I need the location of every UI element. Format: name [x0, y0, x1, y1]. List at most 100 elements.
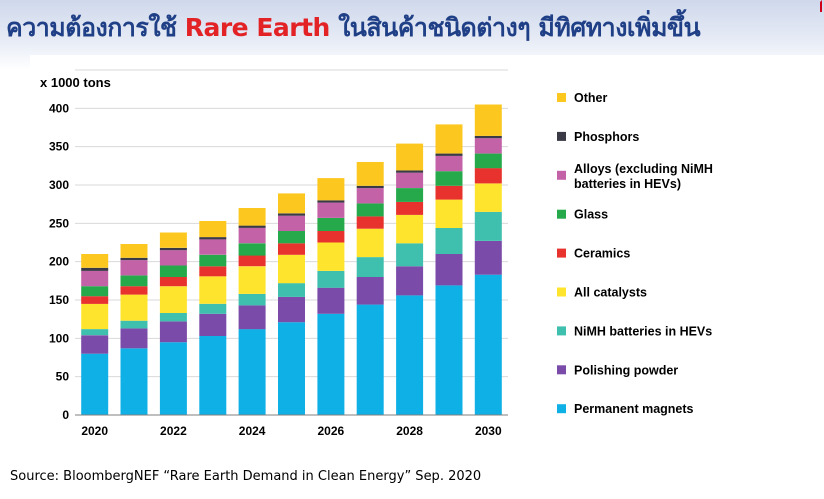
bar-segment	[120, 348, 148, 415]
legend: Other Phosphors Alloys (excluding NiMHbatt…	[557, 91, 713, 416]
bar-segment	[396, 214, 424, 244]
bar-segment	[120, 244, 148, 258]
bar-segment	[317, 231, 345, 243]
bar-segment	[278, 213, 305, 216]
bar-segment	[396, 143, 424, 171]
bar-segment	[238, 225, 266, 228]
bar-segment	[317, 202, 345, 218]
bar-segment	[278, 283, 305, 297]
bar-segment	[317, 218, 345, 231]
bar-segment	[356, 228, 384, 258]
page-title: ความต้องการใช้ Rare Earth ในสินค้าชนิดต่…	[6, 8, 824, 48]
bar-segment	[199, 336, 227, 415]
bar-segment	[81, 254, 109, 268]
bar-segment	[238, 305, 266, 330]
bar-segment	[81, 286, 109, 297]
bar-segment	[435, 171, 463, 186]
y-tick-label: 100	[49, 331, 69, 345]
y-tick-label: 250	[49, 216, 69, 230]
bar-segment	[396, 295, 424, 415]
bar-segment	[159, 313, 187, 322]
bar-segment	[238, 243, 266, 256]
bar-segment	[120, 320, 148, 329]
bar-segment	[81, 296, 109, 304]
bar-segment	[238, 266, 266, 294]
y-tick-label: 400	[49, 101, 69, 115]
bar-segment	[81, 353, 109, 415]
bar-segment	[356, 188, 384, 204]
bar-segment	[199, 239, 227, 255]
bar-segment	[199, 266, 227, 277]
bar-segment	[474, 153, 502, 169]
bar-segment	[159, 277, 187, 287]
bar-segment	[356, 304, 384, 415]
bar-segment	[238, 329, 266, 415]
bar-segment	[356, 216, 384, 229]
bar-segment	[278, 254, 305, 284]
legend-swatch	[557, 326, 566, 336]
bar-segment	[356, 185, 384, 189]
bar-segment	[120, 260, 148, 276]
stacked-bar-chart: 0 50 100 150 200 250 300 350 400 2020 2022 2024 2026…	[40, 69, 713, 438]
bar-segment	[435, 153, 463, 156]
bar-segment	[81, 335, 109, 354]
bar-segment	[474, 135, 502, 139]
bar-segment	[435, 199, 463, 228]
y-tick-label: 50	[56, 370, 70, 384]
legend-label: Permanent magnets	[574, 402, 694, 416]
bar-segment	[159, 247, 187, 251]
bar-segment	[159, 321, 187, 343]
x-tick-label: 2030	[475, 424, 502, 438]
bar-segment	[396, 172, 424, 188]
legend-swatch	[557, 170, 566, 180]
bar-segment	[278, 193, 305, 214]
bar-segment	[199, 313, 227, 336]
bar-segment	[120, 294, 148, 321]
legend-label: Glass	[574, 208, 608, 222]
bar-segment	[396, 170, 424, 173]
bar-segment	[317, 313, 345, 415]
y-tick-label: 350	[49, 140, 69, 154]
axes: 0 50 100 150 200 250 300 350 400 2020 2022 2024 2026…	[49, 101, 508, 438]
bar-segment	[474, 241, 502, 275]
bar-segment	[199, 303, 227, 314]
legend-label: All catalysts	[574, 286, 647, 300]
bar-segment	[199, 254, 227, 267]
source-note: Source: BloombergNEF “Rare Earth Demand …	[10, 469, 482, 484]
bar-segment	[474, 211, 502, 241]
bar-segment	[474, 274, 502, 415]
chart-card: 0 50 100 150 200 250 300 350 400 2020 2022 2024 2026…	[30, 55, 824, 450]
bar-segment	[435, 285, 463, 415]
y-tick-label: 200	[49, 255, 69, 269]
bar-segment	[474, 183, 502, 212]
bar-segment	[199, 276, 227, 304]
bars	[81, 104, 502, 415]
x-tick-label: 2024	[239, 424, 266, 438]
bar-segment	[159, 342, 187, 415]
bar-segment	[238, 255, 266, 267]
bar-segment	[356, 162, 384, 186]
bar-segment	[159, 286, 187, 313]
bar-segment	[474, 138, 502, 154]
legend-label: NiMH batteries in HEVs	[574, 324, 712, 338]
bar-segment	[396, 266, 424, 296]
bar-segment	[278, 243, 305, 255]
legend-swatch	[557, 404, 566, 414]
legend-label: Ceramics	[574, 247, 630, 261]
y-tick-label: 300	[49, 178, 69, 192]
bar-segment	[120, 328, 148, 349]
bar-segment	[317, 287, 345, 314]
corner-decoration	[810, 0, 822, 12]
bar-segment	[159, 232, 187, 248]
y-tick-label: 150	[49, 293, 69, 307]
x-tick-label: 2020	[81, 424, 108, 438]
legend-label: Phosphors	[574, 130, 639, 144]
title-prefix: ความต้องการใช้	[6, 13, 185, 42]
bar-segment	[435, 124, 463, 154]
bar-segment	[159, 265, 187, 277]
legend-label: Other	[574, 91, 607, 105]
bar-segment	[356, 277, 384, 305]
legend-swatch	[557, 365, 566, 375]
bar-segment	[356, 257, 384, 277]
bar-segment	[81, 270, 109, 287]
